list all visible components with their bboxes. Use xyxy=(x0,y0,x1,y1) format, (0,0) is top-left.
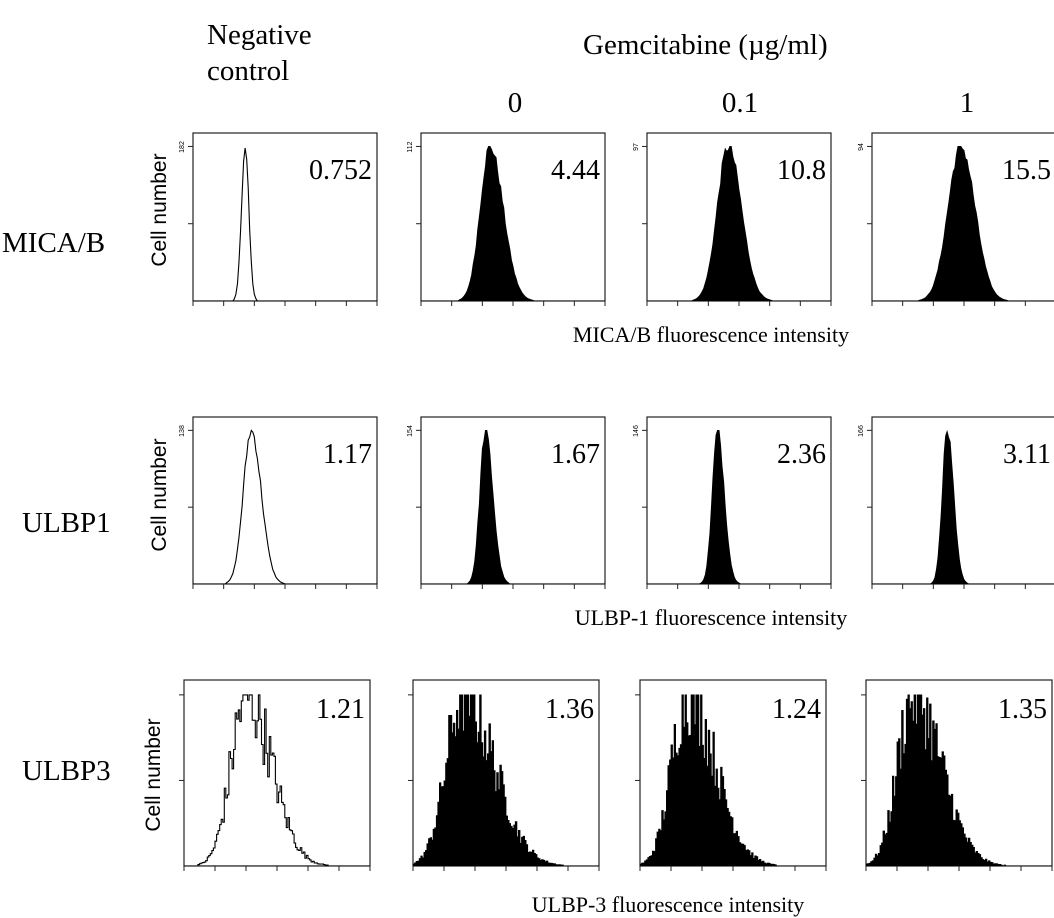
y-max-tick-label: 97 xyxy=(633,143,640,151)
histogram-curve xyxy=(647,430,831,584)
concentration-label-1: 0.1 xyxy=(722,87,758,119)
y-axis-label-row3: Cell number xyxy=(142,718,165,831)
mfi-value-label: 15.5 xyxy=(1002,155,1051,186)
histogram-panel-1-3: 97 10.8 xyxy=(633,132,832,306)
y-max-tick-label: 94 xyxy=(858,143,865,151)
histogram-panel-1-1: 182 0.752 xyxy=(179,132,378,306)
mfi-value-label: 0.752 xyxy=(309,155,372,186)
histogram-curve xyxy=(640,694,826,866)
y-max-tick-label: 154 xyxy=(407,425,414,437)
mfi-value-label: 1.21 xyxy=(316,694,365,725)
histogram-panel-3-3: 1.24 xyxy=(635,679,827,871)
x-axis-label-row2: ULBP-1 fluorescence intensity xyxy=(575,605,848,630)
row-label-ulbp3: ULBP3 xyxy=(22,755,111,787)
y-max-tick-label: 112 xyxy=(407,141,414,152)
y-max-tick-label: 182 xyxy=(179,141,186,153)
histogram-curve xyxy=(413,694,599,866)
mfi-value-label: 3.11 xyxy=(1003,439,1051,470)
mfi-value-label: 10.8 xyxy=(777,155,826,186)
histogram-panel-1-2: 112 4.44 xyxy=(407,132,606,306)
histogram-curve xyxy=(647,146,831,301)
mfi-value-label: 1.24 xyxy=(772,694,821,725)
y-axis-label-row2: Cell number xyxy=(148,438,171,551)
mfi-value-label: 1.35 xyxy=(998,694,1047,725)
row-label-micab: MICA/B xyxy=(2,227,105,259)
histogram-curve xyxy=(872,146,1054,301)
histogram-curve xyxy=(421,146,605,301)
mfi-value-label: 2.36 xyxy=(777,439,826,470)
negative-control-header-line1: Negative xyxy=(207,19,312,51)
histogram-curve xyxy=(184,694,370,866)
histogram-panel-2-4: 166 3.11 xyxy=(858,416,1054,589)
y-max-tick-label: 138 xyxy=(179,425,186,437)
histogram-curve xyxy=(872,429,1054,584)
mfi-value-label: 4.44 xyxy=(551,155,600,186)
row-label-ulbp1: ULBP1 xyxy=(22,507,111,539)
y-max-tick-label: 166 xyxy=(858,425,865,437)
negative-control-header-line2: control xyxy=(207,55,289,87)
histogram-panel-3-4: 1.35 xyxy=(861,679,1053,871)
mfi-value-label: 1.17 xyxy=(323,439,372,470)
y-axis-label-row1: Cell number xyxy=(148,153,171,266)
x-axis-label-row1: MICA/B fluorescence intensity xyxy=(573,322,849,347)
histogram-panel-2-2: 154 1.67 xyxy=(407,416,606,589)
histogram-panels: 182 0.752 112 4.44 97 10.8 94 15.5 138 1.17 154 1.6… xyxy=(179,132,1054,871)
mfi-value-label: 1.67 xyxy=(551,439,600,470)
mfi-value-label: 1.36 xyxy=(545,694,594,725)
treatment-title: Gemcitabine (µg/ml) xyxy=(583,29,828,61)
x-axis-label-row3: ULBP-3 fluorescence intensity xyxy=(532,892,805,917)
concentration-label-0: 0 xyxy=(508,87,523,119)
histogram-panel-2-3: 146 2.36 xyxy=(633,416,832,589)
y-max-tick-label: 146 xyxy=(633,425,640,437)
histogram-panel-2-1: 138 1.17 xyxy=(179,416,378,589)
histogram-panel-1-4: 94 15.5 xyxy=(858,132,1054,306)
histogram-curve xyxy=(866,694,1052,866)
concentration-label-2: 1 xyxy=(960,87,975,119)
histogram-panel-3-2: 1.36 xyxy=(408,679,600,871)
histogram-panel-3-1: 1.21 xyxy=(179,679,371,871)
